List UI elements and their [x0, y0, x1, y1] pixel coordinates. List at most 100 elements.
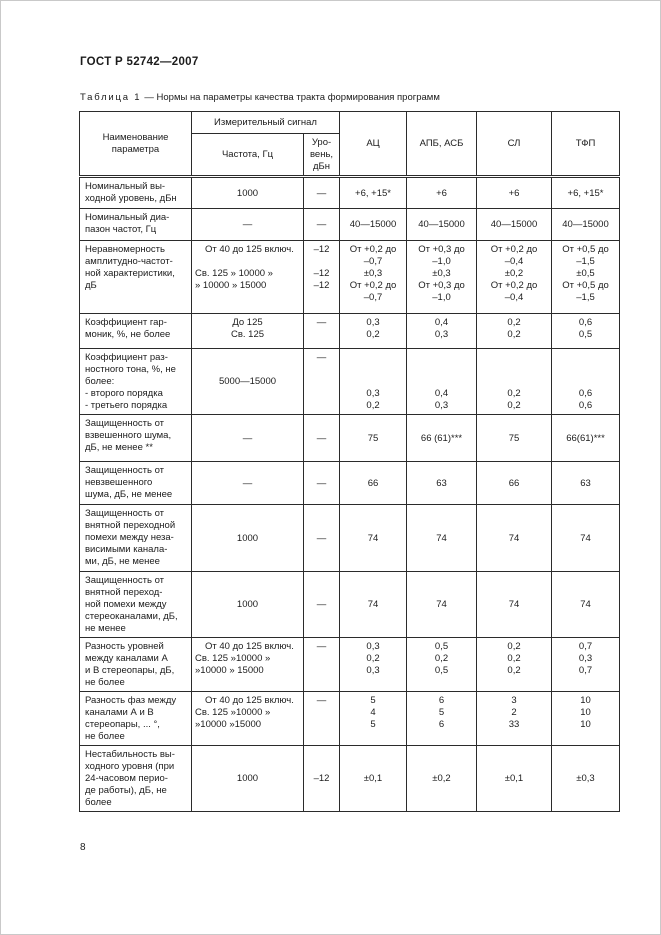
cell-param-name: Защищенность от невзвешенного шума, дБ, … — [79, 461, 192, 505]
cell-ac: 0,3 0,2 0,3 — [339, 637, 408, 692]
cell-param-name: Защищенность от внятной переходной помех… — [79, 504, 192, 572]
cell-level: — — [302, 176, 341, 209]
table-caption-label: Таблица 1 — [80, 92, 142, 103]
column-header-tfp: ТФП — [551, 111, 621, 178]
table-caption-text: — Нормы на параметры качества тракта фор… — [144, 92, 440, 103]
cell-ac: 74 — [339, 504, 408, 572]
table-row: Коэффициент гар- моник, %, не более До 1… — [79, 313, 621, 349]
column-header-ac: АЦ — [339, 111, 408, 178]
cell-param-name: Защищенность от внятной переход- ной пом… — [79, 571, 192, 638]
cell-ac: 0,3 0,2 — [339, 313, 408, 349]
column-header-level: Уро- вень, дБн — [302, 133, 341, 178]
cell-sl: 0,2 0,2 — [476, 348, 553, 415]
cell-sl: ±0,1 — [476, 745, 553, 812]
table-body: Номинальный вы- ходной уровень, дБн 1000… — [79, 176, 621, 812]
cell-tfp: 40—15000 — [551, 208, 621, 241]
table-row: Защищенность от внятной переходной помех… — [79, 504, 621, 572]
cell-level: –12 –12 –12 — [302, 240, 341, 314]
table-row: Неравномерность амплитудно-частот- ной х… — [79, 240, 621, 314]
cell-frequency: От 40 до 125 включ. Св. 125 »10000 » »10… — [191, 691, 304, 746]
table-row: Номинальный диа- пазон частот, Гц — — 40… — [79, 208, 621, 241]
cell-frequency: — — [191, 414, 304, 462]
table-caption: Таблица 1— Нормы на параметры качества т… — [80, 92, 440, 103]
cell-param-name: Коэффициент гар- моник, %, не более — [79, 313, 192, 349]
cell-apb-asb: 40—15000 — [406, 208, 478, 241]
cell-tfp: 0,6 0,6 — [551, 348, 621, 415]
cell-sl: 3 2 33 — [476, 691, 553, 746]
cell-tfp: 0,6 0,5 — [551, 313, 621, 349]
cell-apb-asb: 6 5 6 — [406, 691, 478, 746]
table-row: Защищенность от взвешенного шума, дБ, не… — [79, 414, 621, 462]
cell-frequency: 1000 — [191, 571, 304, 638]
cell-apb-asb: 74 — [406, 504, 478, 572]
cell-tfp: 10 10 10 — [551, 691, 621, 746]
cell-apb-asb: 0,5 0,2 0,5 — [406, 637, 478, 692]
cell-ac: 0,3 0,2 — [339, 348, 408, 415]
column-header-parameter: Наименование параметра — [79, 111, 192, 178]
cell-apb-asb: 0,4 0,3 — [406, 348, 478, 415]
cell-level: — — [302, 348, 341, 415]
cell-level: –12 — [302, 745, 341, 812]
cell-frequency: От 40 до 125 включ. Св. 125 » 10000 » » … — [191, 240, 304, 314]
cell-tfp: От +0,5 до –1,5 ±0,5 От +0,5 до –1,5 — [551, 240, 621, 314]
cell-tfp: 0,7 0,3 0,7 — [551, 637, 621, 692]
cell-level: — — [302, 208, 341, 241]
cell-ac: 66 — [339, 461, 408, 505]
cell-ac: 74 — [339, 571, 408, 638]
cell-apb-asb: +6 — [406, 176, 478, 209]
cell-sl: 74 — [476, 571, 553, 638]
cell-ac: ±0,1 — [339, 745, 408, 812]
cell-level: — — [302, 571, 341, 638]
cell-level: — — [302, 414, 341, 462]
cell-level: — — [302, 313, 341, 349]
cell-ac: От +0,2 до –0,7 ±0,3 От +0,2 до –0,7 — [339, 240, 408, 314]
cell-tfp: ±0,3 — [551, 745, 621, 812]
header-group-row: Наименование параметра Измерительный сиг… — [79, 111, 621, 178]
cell-apb-asb: 66 (61)*** — [406, 414, 478, 462]
table-row: Разность фаз между каналами А и В стерео… — [79, 691, 621, 746]
cell-ac: 75 — [339, 414, 408, 462]
cell-frequency: — — [191, 461, 304, 505]
table-row: Защищенность от невзвешенного шума, дБ, … — [79, 461, 621, 505]
table-row: Нестабильность вы- ходного уровня (при 2… — [79, 745, 621, 812]
cell-param-name: Номинальный диа- пазон частот, Гц — [79, 208, 192, 241]
cell-param-name: Неравномерность амплитудно-частот- ной х… — [79, 240, 192, 314]
cell-sl: 66 — [476, 461, 553, 505]
cell-param-name: Защищенность от взвешенного шума, дБ, не… — [79, 414, 192, 462]
table-row: Защищенность от внятной переход- ной пом… — [79, 571, 621, 638]
table-row: Номинальный вы- ходной уровень, дБн 1000… — [79, 176, 621, 209]
cell-sl: 75 — [476, 414, 553, 462]
cell-apb-asb: 74 — [406, 571, 478, 638]
cell-apb-asb: ±0,2 — [406, 745, 478, 812]
cell-sl: 0,2 0,2 0,2 — [476, 637, 553, 692]
cell-sl: От +0,2 до –0,4 ±0,2 От +0,2 до –0,4 — [476, 240, 553, 314]
cell-tfp: +6, +15* — [551, 176, 621, 209]
cell-level: — — [302, 637, 341, 692]
cell-frequency: 1000 — [191, 176, 304, 209]
cell-level: — — [302, 691, 341, 746]
column-header-frequency: Частота, Гц — [191, 133, 304, 178]
column-header-apb-asb: АПБ, АСБ — [406, 111, 478, 178]
cell-tfp: 74 — [551, 571, 621, 638]
cell-sl: 74 — [476, 504, 553, 572]
table-header: Наименование параметра Измерительный сиг… — [79, 111, 621, 178]
cell-ac: +6, +15* — [339, 176, 408, 209]
page-number: 8 — [80, 842, 86, 853]
cell-param-name: Разность фаз между каналами А и В стерео… — [79, 691, 192, 746]
cell-tfp: 66(61)*** — [551, 414, 621, 462]
cell-tfp: 63 — [551, 461, 621, 505]
cell-frequency: 5000—15000 — [191, 348, 304, 415]
doc-code: ГОСТ Р 52742—2007 — [80, 56, 199, 68]
column-header-sl: СЛ — [476, 111, 553, 178]
cell-param-name: Разность уровней между каналами А и В ст… — [79, 637, 192, 692]
cell-apb-asb: 63 — [406, 461, 478, 505]
cell-sl: 0,2 0,2 — [476, 313, 553, 349]
table-row: Разность уровней между каналами А и В ст… — [79, 637, 621, 692]
cell-apb-asb: От +0,3 до –1,0 ±0,3 От +0,3 до –1,0 — [406, 240, 478, 314]
cell-param-name: Номинальный вы- ходной уровень, дБн — [79, 176, 192, 209]
cell-ac: 40—15000 — [339, 208, 408, 241]
cell-frequency: — — [191, 208, 304, 241]
cell-param-name: Коэффициент раз- ностного тона, %, не бо… — [79, 348, 192, 415]
cell-frequency: 1000 — [191, 745, 304, 812]
